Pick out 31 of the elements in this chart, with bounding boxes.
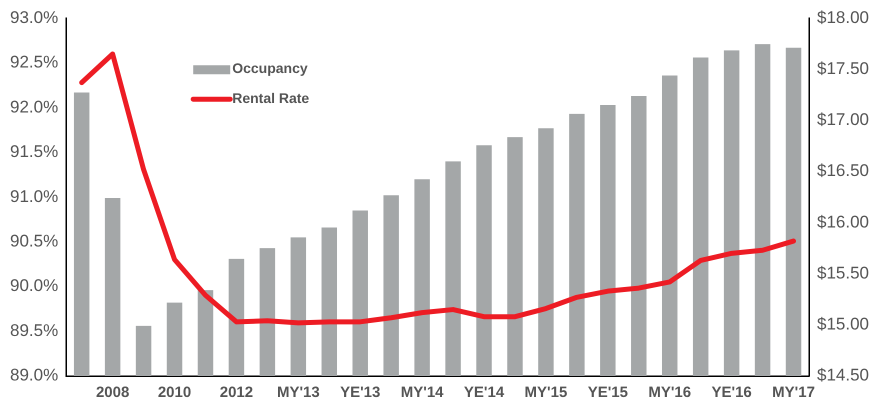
y2-tick-label: $15.50 (817, 263, 870, 282)
x-tick-label: YE'13 (340, 384, 380, 402)
y-tick-label: 92.5% (10, 52, 58, 72)
legend-label: Rental Rate (232, 90, 310, 106)
y-tick-label: 89.0% (10, 366, 58, 385)
y-tick-label: 90.0% (10, 276, 58, 296)
y-tick-label: 92.0% (10, 97, 58, 116)
x-tick-label: YE'15 (588, 384, 628, 402)
y-tick-label: 90.5% (10, 232, 58, 251)
y-tick-label: 91.0% (10, 186, 58, 206)
x-tick-label: 2012 (220, 384, 254, 402)
y-tick-label: 93.0% (10, 8, 58, 27)
x-tick-label: MY'14 (400, 384, 444, 402)
y2-tick-label: $15.00 (817, 314, 870, 334)
x-tick-label: YE'16 (711, 384, 752, 402)
x-tick-label: MY'17 (772, 384, 815, 402)
x-tick-label: 2008 (96, 384, 130, 402)
x-tick-label: MY'13 (276, 384, 320, 402)
y-tick-label: 91.5% (10, 142, 58, 162)
x-tick-label: YE'14 (464, 384, 505, 402)
x-tick-label: MY'16 (648, 384, 692, 402)
x-tick-label: MY'15 (524, 384, 568, 402)
x-tick-label: 2010 (158, 384, 192, 402)
y2-tick-label: $18.00 (817, 8, 870, 27)
y2-tick-label: $16.00 (817, 212, 870, 232)
y2-tick-label: $14.50 (817, 366, 870, 385)
y-tick-label: 89.5% (10, 320, 58, 340)
y2-tick-label: $17.50 (817, 59, 870, 78)
y2-tick-label: $17.00 (817, 110, 870, 130)
y2-tick-label: $16.50 (817, 161, 870, 180)
legend-label: Occupancy (232, 60, 308, 76)
